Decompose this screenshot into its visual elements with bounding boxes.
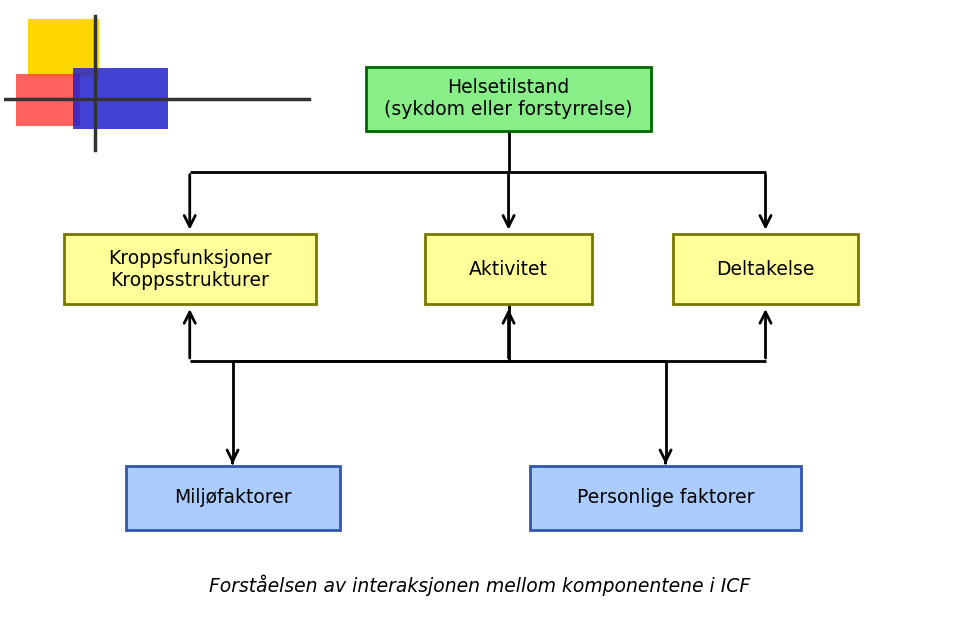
- Text: Forståelsen av interaksjonen mellom komponentene i ICF: Forståelsen av interaksjonen mellom komp…: [209, 574, 751, 596]
- FancyBboxPatch shape: [366, 67, 651, 130]
- Text: Miljøfaktorer: Miljøfaktorer: [174, 488, 292, 507]
- Text: Personlige faktorer: Personlige faktorer: [577, 488, 755, 507]
- FancyBboxPatch shape: [673, 234, 858, 305]
- Text: Helsetilstand
(sykdom eller forstyrrelse): Helsetilstand (sykdom eller forstyrrelse…: [384, 78, 633, 119]
- FancyBboxPatch shape: [126, 466, 340, 530]
- Bar: [28, 19, 99, 77]
- FancyBboxPatch shape: [530, 466, 802, 530]
- Text: Deltakelse: Deltakelse: [716, 260, 815, 279]
- FancyBboxPatch shape: [425, 234, 591, 305]
- Bar: [73, 68, 168, 129]
- Text: Kroppsfunksjoner
Kroppsstrukturer: Kroppsfunksjoner Kroppsstrukturer: [108, 249, 272, 290]
- Text: Aktivitet: Aktivitet: [469, 260, 548, 279]
- Bar: [15, 74, 81, 126]
- FancyBboxPatch shape: [63, 234, 316, 305]
